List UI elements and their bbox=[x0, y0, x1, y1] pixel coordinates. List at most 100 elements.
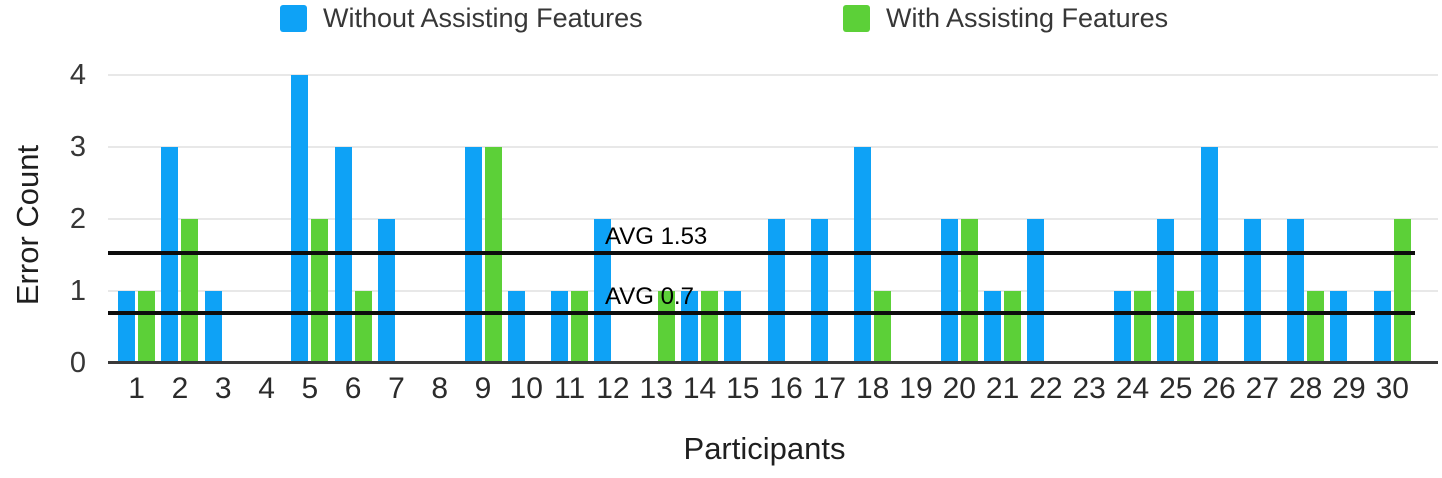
bar-position bbox=[118, 75, 136, 363]
bar-without-p2 bbox=[161, 147, 179, 363]
bar-without-p26 bbox=[1200, 147, 1218, 363]
x-tick-6: 6 bbox=[344, 372, 362, 405]
participant-28-slot bbox=[1284, 75, 1327, 363]
bar-without-p3 bbox=[204, 291, 222, 363]
x-tick-27: 27 bbox=[1245, 372, 1280, 405]
x-tick-23: 23 bbox=[1072, 372, 1106, 405]
bar-without-p12 bbox=[594, 219, 612, 363]
bar-without-p28 bbox=[1287, 219, 1305, 363]
participant-26-slot bbox=[1197, 75, 1240, 363]
legend-item-without-assisting: Without Assisting Features bbox=[280, 2, 643, 34]
bar-position bbox=[960, 75, 978, 363]
bar-position bbox=[810, 75, 828, 363]
legend-label-without-assisting: Without Assisting Features bbox=[323, 2, 643, 33]
participant-7-slot bbox=[375, 75, 418, 363]
participant-27-slot bbox=[1241, 75, 1284, 363]
bar-without-p17 bbox=[810, 219, 828, 363]
bar-position bbox=[1264, 75, 1281, 363]
bar-without-p21 bbox=[984, 291, 1002, 363]
bar-position bbox=[1157, 75, 1175, 363]
avg-line-label-0.7: AVG 0.7 bbox=[605, 282, 694, 310]
avg-line-1.53 bbox=[108, 250, 1415, 255]
bar-position bbox=[874, 75, 892, 363]
x-tick-20: 20 bbox=[942, 372, 976, 405]
participant-22-slot bbox=[1024, 75, 1067, 363]
bar-position bbox=[334, 75, 352, 363]
bar-with-p1 bbox=[138, 291, 156, 363]
bar-position bbox=[464, 75, 482, 363]
participant-24-slot bbox=[1111, 75, 1154, 363]
bar-position bbox=[1027, 75, 1045, 363]
x-tick-12: 12 bbox=[596, 372, 630, 405]
bar-position bbox=[421, 75, 438, 363]
x-tick-9: 9 bbox=[474, 372, 492, 405]
bar-position bbox=[638, 75, 655, 363]
bar-without-p10 bbox=[507, 291, 525, 363]
x-tick-22: 22 bbox=[1029, 372, 1063, 405]
bar-position bbox=[831, 75, 848, 363]
bar-position bbox=[897, 75, 914, 363]
bar-position bbox=[681, 75, 698, 363]
y-tick-4: 4 bbox=[69, 59, 86, 91]
bar-without-p30 bbox=[1373, 291, 1391, 363]
x-tick-28: 28 bbox=[1288, 372, 1323, 405]
bar-position bbox=[291, 75, 309, 363]
x-tick-2: 2 bbox=[171, 372, 189, 405]
participant-4-slot bbox=[245, 75, 288, 363]
bar-with-p11 bbox=[571, 291, 589, 363]
x-tick-14: 14 bbox=[682, 372, 717, 405]
bar-position bbox=[984, 75, 1002, 363]
bar-with-p20 bbox=[960, 219, 978, 363]
participant-6-slot bbox=[331, 75, 374, 363]
participant-12-slot bbox=[591, 75, 634, 363]
bar-position bbox=[181, 75, 199, 363]
bar-position bbox=[1243, 75, 1261, 363]
bar-position bbox=[507, 75, 525, 363]
bar-position bbox=[940, 75, 958, 363]
bar-position bbox=[1307, 75, 1325, 363]
bar-position bbox=[1177, 75, 1195, 363]
bar-position bbox=[1200, 75, 1218, 363]
bar-without-p15 bbox=[724, 291, 742, 363]
participant-20-slot bbox=[938, 75, 981, 363]
participant-8-slot bbox=[418, 75, 461, 363]
y-tick-1: 1 bbox=[69, 275, 86, 307]
bar-position bbox=[311, 75, 329, 363]
x-tick-13: 13 bbox=[639, 372, 673, 405]
bar-without-p14 bbox=[681, 291, 698, 363]
bar-with-p24 bbox=[1133, 291, 1151, 363]
bar-position bbox=[614, 75, 631, 363]
participant-25-slot bbox=[1154, 75, 1197, 363]
bar-position bbox=[571, 75, 589, 363]
bar-with-p14 bbox=[701, 291, 718, 363]
bar-position bbox=[1221, 75, 1238, 363]
bar-position bbox=[138, 75, 156, 363]
bar-position bbox=[377, 75, 395, 363]
participant-5-slot bbox=[288, 75, 331, 363]
bar-position bbox=[1350, 75, 1367, 363]
participant-10-slot bbox=[505, 75, 548, 363]
x-tick-11: 11 bbox=[554, 372, 586, 405]
bar-without-p6 bbox=[334, 147, 352, 363]
bar-with-p18 bbox=[874, 291, 892, 363]
bar-position bbox=[1004, 75, 1022, 363]
y-tick-3: 3 bbox=[69, 131, 86, 163]
bar-position bbox=[1373, 75, 1391, 363]
bars-container bbox=[115, 75, 1414, 363]
bar-position bbox=[161, 75, 179, 363]
bar-without-p5 bbox=[291, 75, 309, 363]
participant-1-slot bbox=[115, 75, 158, 363]
gridline-3 bbox=[108, 146, 1438, 148]
bar-position bbox=[1393, 75, 1411, 363]
bar-with-p28 bbox=[1307, 291, 1325, 363]
x-tick-21: 21 bbox=[985, 372, 1020, 405]
bar-with-p21 bbox=[1004, 291, 1022, 363]
x-tick-7: 7 bbox=[388, 372, 405, 405]
bar-position bbox=[441, 75, 458, 363]
legend-swatch-green bbox=[843, 4, 870, 32]
y-tick-0: 0 bbox=[69, 347, 86, 379]
participant-16-slot bbox=[764, 75, 807, 363]
avg-line-label-1.53: AVG 1.53 bbox=[605, 222, 708, 250]
y-axis-title: Error Count bbox=[10, 144, 45, 306]
